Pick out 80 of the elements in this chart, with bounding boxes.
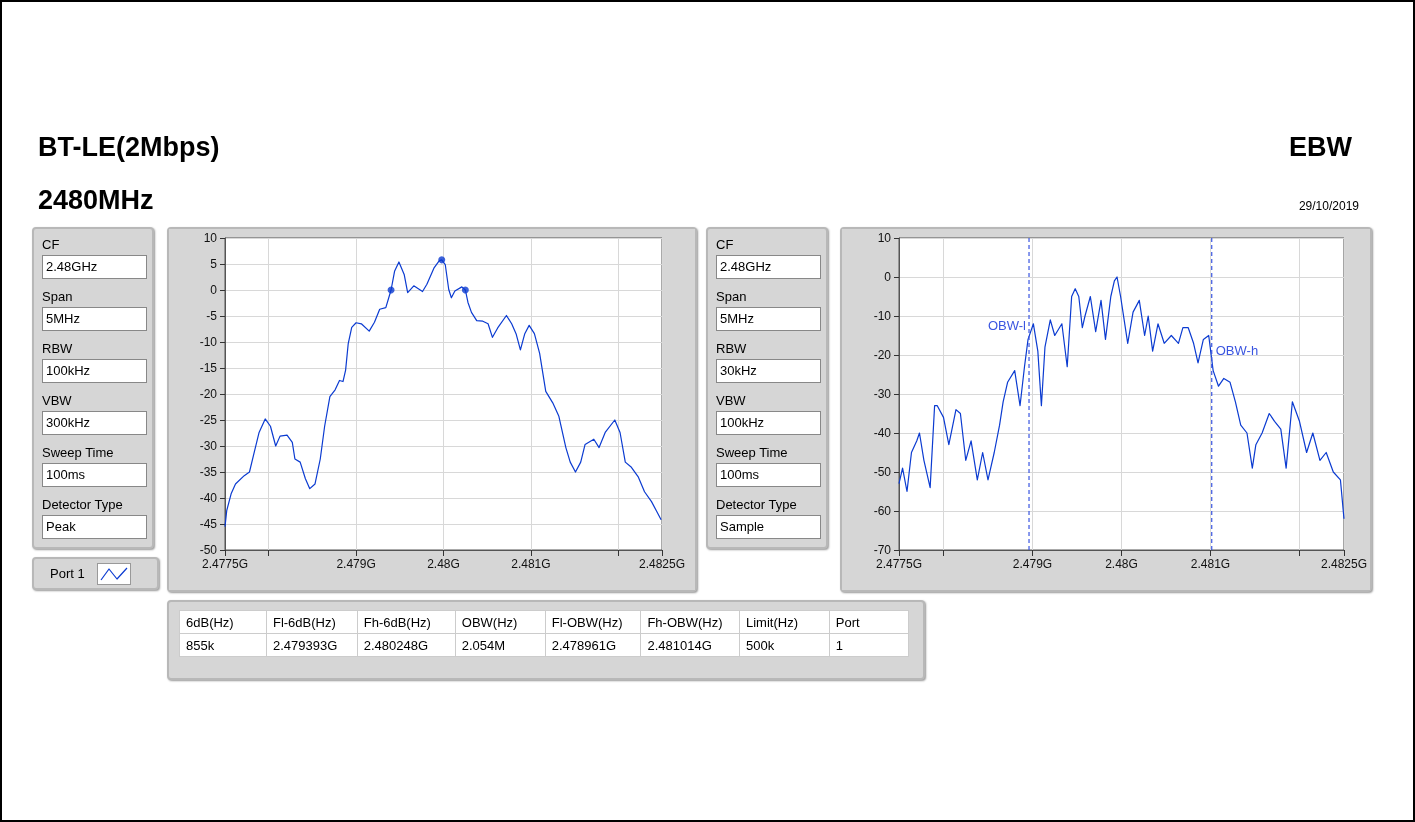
x-tick-label: 2.48G [1105, 557, 1138, 571]
text: 100kHz [716, 411, 821, 435]
x-tick-label: 2.48G [427, 557, 460, 571]
text: OBW(Hz) [455, 610, 546, 634]
x-tick-label: 2.481G [511, 557, 551, 571]
x-tick-label: 2.479G [1012, 557, 1053, 571]
text: Span [716, 288, 748, 306]
y-tick-label: -10 [873, 309, 892, 323]
y-tick-label: -40 [873, 426, 892, 440]
text: 2.479393G [266, 633, 358, 657]
text: Port [829, 610, 909, 634]
text: Fh-OBW(Hz) [640, 610, 740, 634]
text: 300kHz [42, 411, 147, 435]
line-series [898, 276, 1345, 520]
text: CF [716, 236, 735, 254]
text: 2.480248G [357, 633, 456, 657]
x-tick-label: 2.479G [336, 557, 376, 571]
ref-line-label: OBW-l [987, 317, 1027, 333]
text: 2.478961G [545, 633, 641, 657]
legend-label: Port 1 [50, 566, 85, 581]
text: 5MHz [716, 307, 821, 331]
x-tick-label: 2.4825G [1320, 557, 1367, 571]
y-tick-label: -5 [206, 309, 218, 323]
text: Limit(Hz) [739, 610, 830, 634]
y-tick-label: -60 [873, 504, 892, 518]
ref-line-label: OBW-h [1215, 342, 1259, 358]
text: EBW [1289, 132, 1352, 163]
text: 855k [179, 633, 267, 657]
text: Detector Type [42, 496, 124, 514]
y-tick-label: 10 [203, 231, 218, 245]
text: BT-LE(2Mbps) [38, 132, 220, 163]
text: RBW [42, 340, 74, 358]
text: 100kHz [42, 359, 147, 383]
text: Detector Type [716, 496, 798, 514]
text: Peak [42, 515, 147, 539]
text: 100ms [42, 463, 147, 487]
y-tick-label: 5 [210, 257, 218, 271]
text: 2.48GHz [716, 255, 821, 279]
y-tick-label: -30 [873, 387, 892, 401]
text: Sweep Time [716, 444, 789, 462]
text: 6dB(Hz) [179, 610, 267, 634]
y-tick-label: -70 [873, 543, 892, 557]
text: 100ms [716, 463, 821, 487]
text: 2.48GHz [42, 255, 147, 279]
text: Sample [716, 515, 821, 539]
text: 2480MHz [38, 185, 154, 216]
y-tick-label: -20 [199, 387, 218, 401]
y-tick-label: -15 [199, 361, 218, 375]
text: Fh-6dB(Hz) [357, 610, 456, 634]
y-tick-label: -50 [199, 543, 218, 557]
text: Fl-OBW(Hz) [545, 610, 641, 634]
y-tick-label: 10 [877, 231, 892, 245]
text: 29/10/2019 [1298, 199, 1359, 213]
text: VBW [716, 392, 747, 410]
text: Fl-6dB(Hz) [266, 610, 358, 634]
y-tick-label: 0 [210, 283, 218, 297]
x-tick-label: 2.4775G [875, 557, 923, 571]
text: 500k [739, 633, 830, 657]
y-tick-label: -35 [199, 465, 218, 479]
text: Span [42, 288, 74, 306]
y-tick-label: -20 [873, 348, 892, 362]
text: RBW [716, 340, 748, 358]
y-tick-label: -45 [199, 517, 218, 531]
x-tick-label: 2.4825G [638, 557, 686, 571]
text: VBW [42, 392, 73, 410]
y-tick-label: -25 [199, 413, 218, 427]
x-tick-label: 2.481G [1190, 557, 1231, 571]
y-tick-label: 0 [884, 270, 892, 284]
text: 2.054M [455, 633, 546, 657]
text: 30kHz [716, 359, 821, 383]
text: 1 [829, 633, 909, 657]
text: CF [42, 236, 61, 254]
x-tick-label: 2.4775G [201, 557, 249, 571]
y-tick-label: -50 [873, 465, 892, 479]
text: 2.481014G [640, 633, 740, 657]
y-tick-label: -10 [199, 335, 218, 349]
y-tick-label: -40 [199, 491, 218, 505]
text: Sweep Time [42, 444, 115, 462]
y-tick-label: -30 [199, 439, 218, 453]
text: 5MHz [42, 307, 147, 331]
